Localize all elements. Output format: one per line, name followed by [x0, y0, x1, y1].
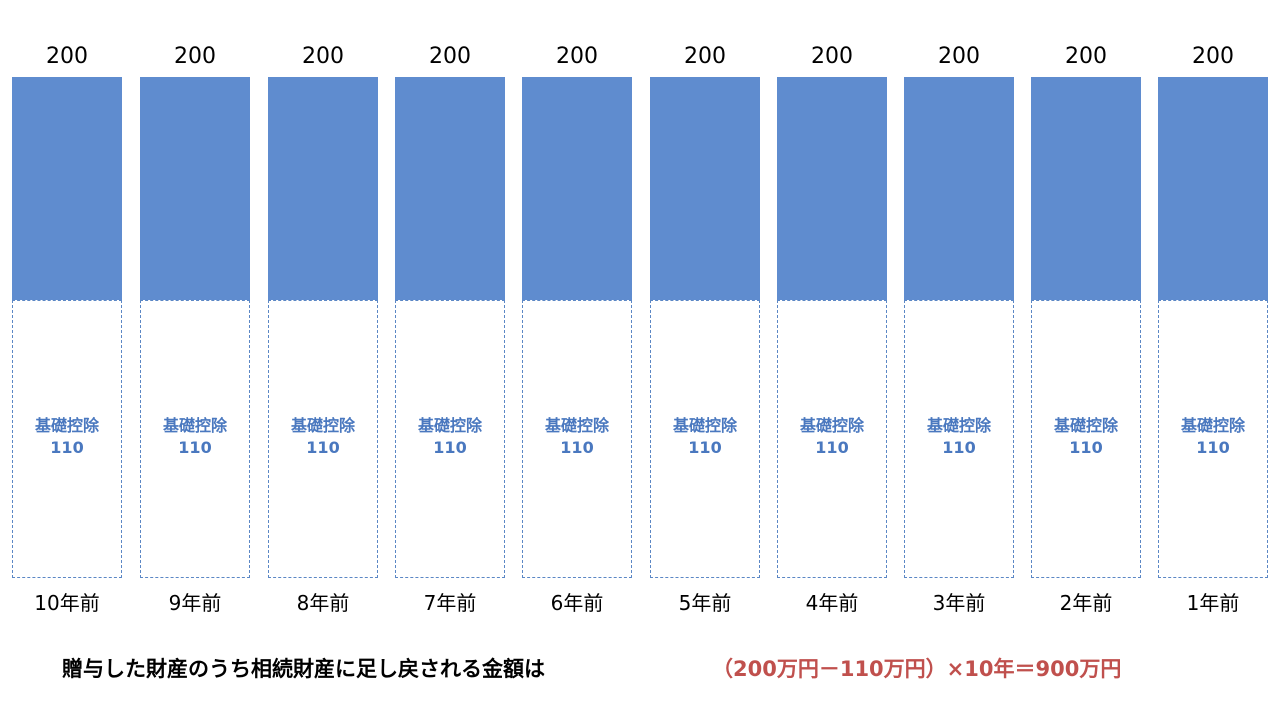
deduction-value: 110 [1069, 438, 1103, 457]
gift-column: 200 基礎控除 110 6年前 [522, 0, 632, 720]
deduction-value: 110 [1196, 438, 1230, 457]
gift-amount-label: 200 [938, 44, 980, 69]
deduction-text: 基礎控除 110 [778, 415, 886, 459]
gift-column: 200 基礎控除 110 5年前 [650, 0, 760, 720]
deduction-value: 110 [433, 438, 467, 457]
year-label: 10年前 [34, 591, 100, 615]
basic-deduction-box: 基礎控除 110 [904, 300, 1014, 578]
deduction-text: 基礎控除 110 [905, 415, 1013, 459]
deduction-text: 基礎控除 110 [269, 415, 377, 459]
taxable-portion-bar [1158, 77, 1268, 300]
gift-column: 200 基礎控除 110 4年前 [777, 0, 887, 720]
basic-deduction-box: 基礎控除 110 [650, 300, 760, 578]
year-label: 5年前 [678, 591, 732, 615]
taxable-portion-bar [140, 77, 250, 300]
deduction-text: 基礎控除 110 [1032, 415, 1140, 459]
basic-deduction-box: 基礎控除 110 [1031, 300, 1141, 578]
deduction-value: 110 [178, 438, 212, 457]
taxable-portion-bar [650, 77, 760, 300]
formula-expression: （200万円－110万円）×10年＝900万円 [712, 657, 1122, 681]
deduction-label: 基礎控除 [162, 416, 227, 435]
deduction-text: 基礎控除 110 [651, 415, 759, 459]
deduction-text: 基礎控除 110 [1159, 415, 1267, 459]
formula-row: 贈与した財産のうち相続財産に足し戻される金額は （200万円－110万円）×10… [0, 650, 1280, 690]
deduction-label: 基礎控除 [672, 416, 737, 435]
deduction-label: 基礎控除 [34, 416, 99, 435]
basic-deduction-box: 基礎控除 110 [522, 300, 632, 578]
deduction-text: 基礎控除 110 [141, 415, 249, 459]
gift-column: 200 基礎控除 110 8年前 [268, 0, 378, 720]
taxable-portion-bar [522, 77, 632, 300]
basic-deduction-box: 基礎控除 110 [268, 300, 378, 578]
gift-amount-label: 200 [302, 44, 344, 69]
year-label: 7年前 [423, 591, 477, 615]
basic-deduction-box: 基礎控除 110 [395, 300, 505, 578]
year-label: 9年前 [168, 591, 222, 615]
deduction-label: 基礎控除 [799, 416, 864, 435]
deduction-text: 基礎控除 110 [13, 415, 121, 459]
gift-amount-label: 200 [1065, 44, 1107, 69]
taxable-portion-bar [12, 77, 122, 300]
deduction-label: 基礎控除 [1180, 416, 1245, 435]
year-label: 8年前 [296, 591, 350, 615]
deduction-label: 基礎控除 [417, 416, 482, 435]
taxable-portion-bar [904, 77, 1014, 300]
gift-amount-label: 200 [429, 44, 471, 69]
formula-label: 贈与した財産のうち相続財産に足し戻される金額は [62, 657, 545, 681]
deduction-value: 110 [688, 438, 722, 457]
deduction-value: 110 [306, 438, 340, 457]
deduction-label: 基礎控除 [290, 416, 355, 435]
year-label: 3年前 [932, 591, 986, 615]
deduction-value: 110 [942, 438, 976, 457]
deduction-text: 基礎控除 110 [523, 415, 631, 459]
year-label: 6年前 [550, 591, 604, 615]
basic-deduction-box: 基礎控除 110 [1158, 300, 1268, 578]
deduction-value: 110 [815, 438, 849, 457]
taxable-portion-bar [1031, 77, 1141, 300]
deduction-value: 110 [50, 438, 84, 457]
gift-column: 200 基礎控除 110 9年前 [140, 0, 250, 720]
gift-column: 200 基礎控除 110 7年前 [395, 0, 505, 720]
basic-deduction-box: 基礎控除 110 [12, 300, 122, 578]
gift-column: 200 基礎控除 110 2年前 [1031, 0, 1141, 720]
basic-deduction-box: 基礎控除 110 [777, 300, 887, 578]
deduction-label: 基礎控除 [926, 416, 991, 435]
deduction-label: 基礎控除 [544, 416, 609, 435]
gift-column: 200 基礎控除 110 3年前 [904, 0, 1014, 720]
year-label: 1年前 [1186, 591, 1240, 615]
gift-amount-label: 200 [46, 44, 88, 69]
deduction-label: 基礎控除 [1053, 416, 1118, 435]
gift-amount-label: 200 [811, 44, 853, 69]
gift-amount-label: 200 [556, 44, 598, 69]
year-label: 2年前 [1059, 591, 1113, 615]
basic-deduction-box: 基礎控除 110 [140, 300, 250, 578]
gift-amount-label: 200 [174, 44, 216, 69]
taxable-portion-bar [268, 77, 378, 300]
gift-column: 200 基礎控除 110 1年前 [1158, 0, 1268, 720]
taxable-portion-bar [777, 77, 887, 300]
gift-amount-label: 200 [684, 44, 726, 69]
gift-column: 200 基礎控除 110 10年前 [12, 0, 122, 720]
gift-amount-label: 200 [1192, 44, 1234, 69]
deduction-text: 基礎控除 110 [396, 415, 504, 459]
taxable-portion-bar [395, 77, 505, 300]
deduction-value: 110 [560, 438, 594, 457]
year-label: 4年前 [805, 591, 859, 615]
